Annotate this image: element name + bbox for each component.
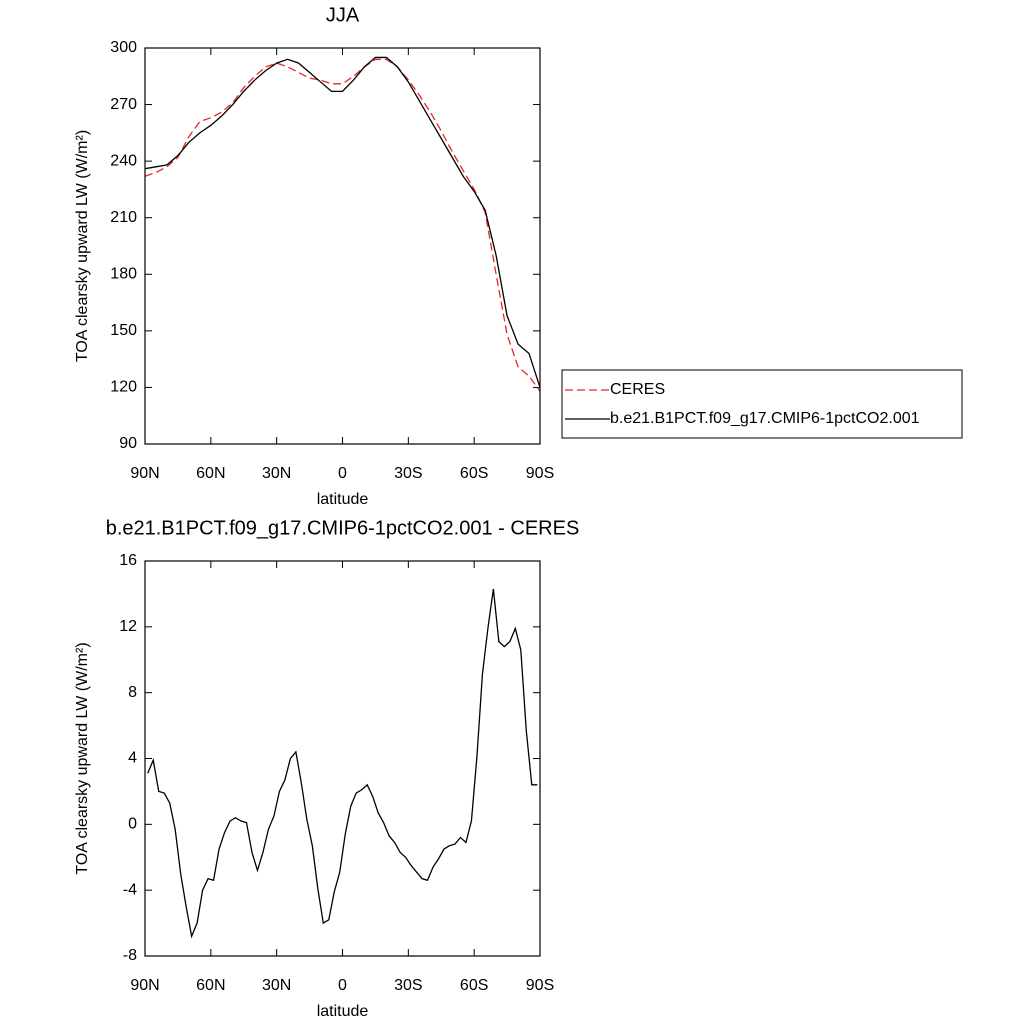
y-tick-label: 0: [128, 816, 137, 833]
x-tick-label: 60S: [460, 977, 488, 994]
y-tick-label: -4: [123, 881, 137, 898]
x-tick-label: 60S: [460, 465, 488, 482]
x-axis-label: latitude: [317, 491, 369, 508]
y-tick-label: 12: [119, 618, 137, 635]
x-tick-label: 60N: [196, 465, 225, 482]
x-tick-label: 30S: [394, 465, 422, 482]
y-tick-label: 150: [110, 322, 137, 339]
y-tick-label: 120: [110, 379, 137, 396]
x-axis-label: latitude: [317, 1003, 369, 1020]
x-tick-label: 30N: [262, 465, 291, 482]
y-tick-label: 240: [110, 152, 137, 169]
x-tick-label: 0: [338, 465, 347, 482]
y-tick-label: 270: [110, 96, 137, 113]
data-line: [144, 56, 541, 388]
y-tick-label: 300: [110, 39, 137, 56]
x-tick-label: 90N: [130, 465, 159, 482]
x-tick-label: 0: [338, 977, 347, 994]
x-tick-label: 90N: [130, 977, 159, 994]
chart-title: JJA: [326, 4, 360, 26]
chart-title: b.e21.B1PCT.f09_g17.CMIP6-1pctCO2.001 - …: [106, 517, 580, 539]
y-tick-label: 180: [110, 266, 137, 283]
y-tick-label: -8: [123, 947, 137, 964]
y-axis-label: TOA clearsky upward LW (W/m²): [74, 130, 91, 362]
y-tick-label: 8: [128, 684, 137, 701]
plot-frame: [144, 47, 541, 445]
y-tick-label: 4: [128, 750, 137, 767]
legend-box: [561, 369, 963, 439]
data-line: [144, 58, 541, 392]
x-tick-label: 30N: [262, 977, 291, 994]
x-tick-label: 30S: [394, 977, 422, 994]
x-tick-label: 90S: [526, 977, 554, 994]
legend-label: CERES: [610, 381, 665, 398]
y-tick-label: 210: [110, 209, 137, 226]
x-tick-label: 90S: [526, 465, 554, 482]
x-tick-label: 60N: [196, 977, 225, 994]
y-axis-label: TOA clearsky upward LW (W/m²): [74, 642, 91, 874]
legend-label: b.e21.B1PCT.f09_g17.CMIP6-1pctCO2.001: [610, 410, 920, 427]
plot-frame: [144, 560, 541, 957]
y-tick-label: 90: [119, 435, 137, 452]
data-line: [147, 588, 538, 939]
y-tick-label: 16: [119, 552, 137, 569]
